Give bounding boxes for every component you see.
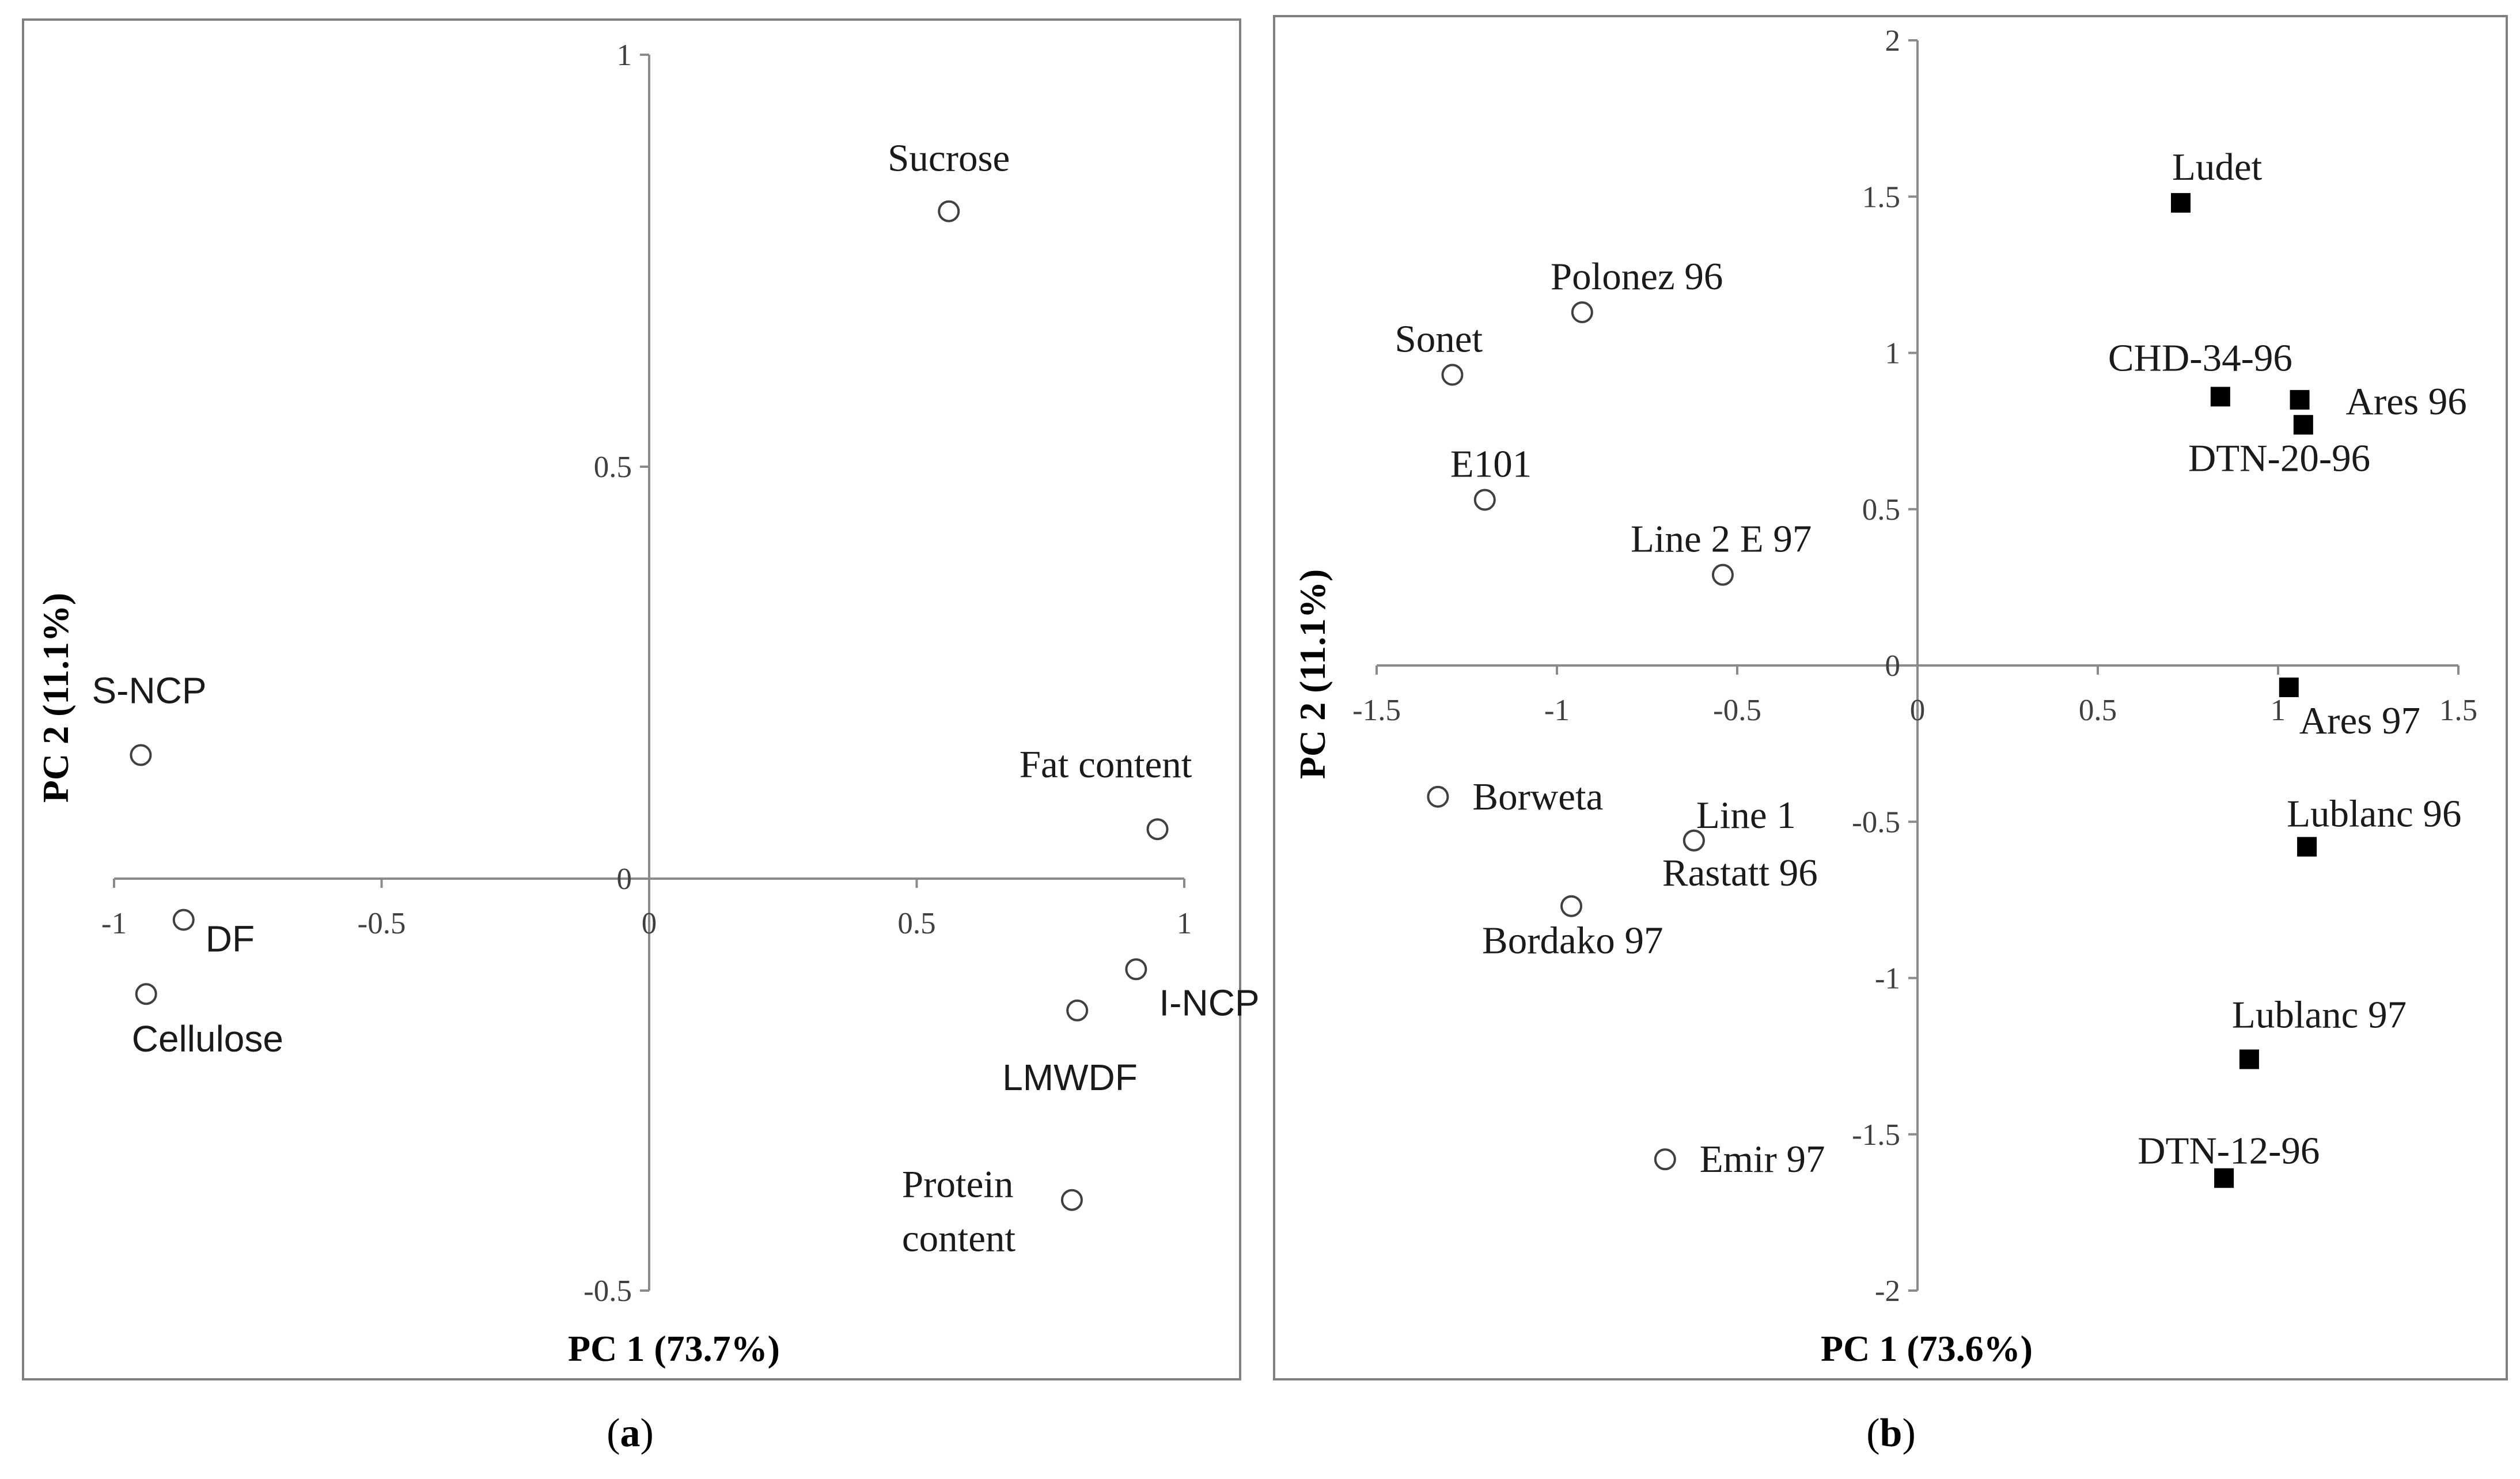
y-tick-label: -0.5 [583, 1274, 632, 1308]
panel-b-points [1427, 193, 2317, 1188]
label-bordako-97: Bordako 97 [1482, 920, 1663, 962]
point-cellulose [135, 983, 157, 1005]
label-line-1: Line 1 [1696, 794, 1796, 837]
panel-b-caption-letter: b [1880, 1411, 1903, 1455]
y-tick-label: -1 [1875, 962, 1900, 996]
label-lublanc-96: Lublanc 96 [2287, 793, 2461, 835]
point-protein-content [1060, 1189, 1083, 1211]
y-tick-label: 0 [1885, 649, 1901, 683]
y-tick-label: 0.5 [594, 451, 632, 484]
label-line: content [902, 1217, 1016, 1260]
label-ludet: Ludet [2172, 146, 2263, 188]
label-e101: E101 [1450, 442, 1532, 485]
point-polonez-96 [1571, 301, 1593, 323]
y-tick-label: 1 [617, 39, 632, 72]
label-lmwdf: LMWDF [1002, 1057, 1138, 1098]
panel-a-ticks: -1 -0.5 0 0.5 1 -0.5 0 0.5 1 [101, 39, 1192, 1308]
panel-b-point-labels: Polonez 96 Sonet E101 Line 2 E 97 Borweta Lin… [1394, 146, 2466, 1181]
label-emir-97: Emir 97 [1700, 1138, 1825, 1181]
x-tick-label: -1.5 [1352, 694, 1401, 727]
label-ares-97: Ares 97 [2299, 699, 2420, 742]
panel-a-frame [22, 18, 1241, 1380]
label-s-ncp: S-NCP [92, 670, 206, 712]
label-df: DF [206, 918, 255, 960]
point-borweta [1427, 785, 1449, 808]
point-sucrose [938, 200, 960, 222]
label-ares-96: Ares 96 [2346, 380, 2467, 423]
label-lublanc-97: Lublanc 97 [2232, 994, 2407, 1037]
point-chd-34-96 [2210, 387, 2230, 407]
point-sonet [1441, 364, 1464, 386]
point-df [172, 909, 195, 931]
label-dtn-20-96: DTN-20-96 [2188, 437, 2370, 479]
point-line-2-e-97 [1711, 563, 1734, 586]
panel-a-caption: (a) [607, 1411, 654, 1455]
point-e101 [1473, 489, 1496, 511]
panel-a-points [130, 200, 1169, 1211]
x-tick-label: 0.5 [2079, 694, 2117, 727]
point-bordako-97 [1560, 895, 1583, 917]
x-tick-label: 0.5 [897, 907, 935, 940]
panel-b-scores-plot: -1.5 -1 -0.5 0 0.5 1 1.5-2-1.5-1-0.500.511.52 … [1273, 15, 2508, 1380]
label-polonez-96: Polonez 96 [1551, 255, 1723, 298]
label-i-ncp: I-NCP [1159, 982, 1259, 1023]
label-line: Protein [902, 1163, 1014, 1206]
label-fat-content: Fat content [1020, 743, 1192, 786]
y-tick-label: -0.5 [1852, 805, 1900, 839]
x-tick-label: 1 [1177, 907, 1192, 940]
point-s-ncp [130, 744, 152, 766]
x-tick-label: 1 [2271, 694, 2286, 727]
point-ludet [2170, 193, 2191, 213]
label-dtn-12-96: DTN-12-96 [2138, 1130, 2320, 1172]
x-tick-label: 1.5 [2439, 694, 2477, 727]
label-protein-content: Protein content [902, 1163, 1016, 1260]
x-tick-label: 0 [642, 907, 657, 940]
panel-a-y-axis-title: PC 2 (11.1%) [35, 593, 76, 803]
point-lublanc-96 [2297, 837, 2317, 857]
label-borweta: Borweta [1472, 776, 1603, 818]
y-tick-label: 0.5 [1862, 493, 1900, 527]
panel-a-point-labels: Sucrose Fat content S-NCP DF Cellulose I-NCP L… [92, 137, 1259, 1260]
label-rastatt-96: Rastatt 96 [1662, 852, 1818, 894]
y-tick-label: 0 [617, 863, 632, 896]
label-line-2-e-97: Line 2 E 97 [1631, 518, 1812, 561]
x-tick-label: -1 [101, 907, 127, 940]
panel-b-frame [1273, 15, 2508, 1380]
panel-b-caption: (b) [1866, 1411, 1916, 1455]
point-emir-97 [1654, 1148, 1676, 1171]
y-tick-label: 1.5 [1862, 180, 1900, 214]
panel-a-x-axis-title: PC 1 (73.7%) [568, 1328, 780, 1369]
point-lublanc-97 [2239, 1049, 2259, 1069]
label-sucrose: Sucrose [888, 137, 1010, 180]
x-tick-label: -1 [1544, 694, 1570, 727]
point-dtn-12-96 [2214, 1168, 2234, 1188]
panel-b-y-axis-title: PC 2 (11.1%) [1292, 569, 1333, 779]
point-i-ncp [1125, 958, 1147, 981]
label-sonet: Sonet [1394, 317, 1483, 360]
y-tick-label: -1.5 [1852, 1118, 1900, 1152]
y-tick-label: 1 [1885, 337, 1901, 370]
y-tick-label: 2 [1885, 24, 1901, 58]
label-cellulose: Cellulose [132, 1018, 283, 1060]
point-ares-96 [2290, 389, 2310, 410]
point-rastatt-96 [1682, 829, 1705, 852]
point-ares-97 [2279, 677, 2299, 697]
y-tick-label: -2 [1875, 1274, 1900, 1308]
point-lmwdf [1066, 999, 1089, 1022]
panel-b-x-axis-title: PC 1 (73.6%) [1821, 1328, 2033, 1369]
panel-b-ticks: -1.5 -1 -0.5 0 0.5 1 1.5 -2 -1.5 -1 -0.5 0 0.5 1 1.5 2 [1352, 24, 2477, 1308]
label-chd-34-96: CHD-34-96 [2108, 336, 2292, 379]
point-dtn-20-96 [2293, 415, 2313, 435]
panel-a-caption-letter: a [620, 1411, 641, 1455]
point-fat-content [1146, 818, 1169, 841]
x-tick-label: 0 [1910, 694, 1926, 727]
x-tick-label: -0.5 [358, 907, 406, 940]
x-tick-label: -0.5 [1713, 694, 1761, 727]
